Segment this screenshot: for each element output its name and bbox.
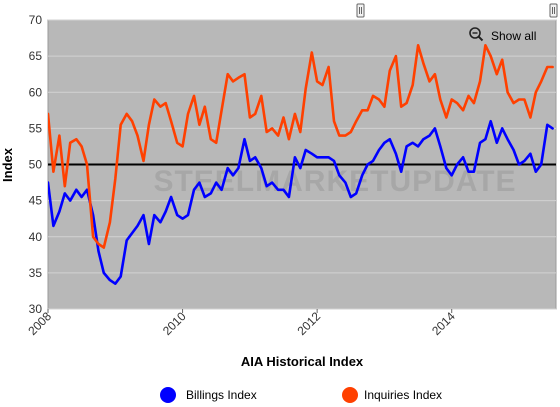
legend-marker-billings-index [160,387,176,403]
x-axis-title: AIA Historical Index [241,354,364,369]
y-tick-label: 40 [29,230,43,244]
range-handle-left[interactable] [356,3,365,18]
legend-marker-inquiries-index [342,387,358,403]
x-tick-label: 2010 [160,309,189,338]
y-tick-label: 65 [29,49,43,63]
range-handle-right[interactable] [549,3,558,18]
watermark: STEELMARKETUPDATE [153,165,516,198]
y-axis-ticks: 30 35 40 45 50 55 60 65 70 [29,13,43,316]
legend-label-inquiries-index: Inquiries Index [364,388,442,402]
legend: Billings Index Inquiries Index [160,387,442,403]
series-line-inquiries-index [48,44,554,249]
legend-label-billings-index: Billings Index [186,388,257,402]
legend-item-inquiries-index[interactable]: Inquiries Index [342,387,442,403]
y-tick-label: 30 [29,302,43,316]
y-tick-label: 60 [29,85,43,99]
series-line-billings-index [48,119,554,285]
show-all-button[interactable]: Show all [469,27,536,43]
x-tick-label: 2012 [294,309,323,338]
legend-item-billings-index[interactable]: Billings Index [160,387,257,403]
show-all-label: Show all [491,29,536,43]
x-axis-ticks: 2008 2010 2012 2014 [25,309,458,338]
y-tick-label: 70 [29,13,43,27]
zoom-out-magnifier-icon [469,27,484,42]
y-tick-label: 55 [29,121,43,135]
x-tick-label: 2014 [429,309,458,338]
y-tick-label: 50 [29,158,43,172]
y-axis-title: Index [0,147,15,182]
y-tick-label: 45 [29,194,43,208]
y-tick-label: 35 [29,266,43,280]
